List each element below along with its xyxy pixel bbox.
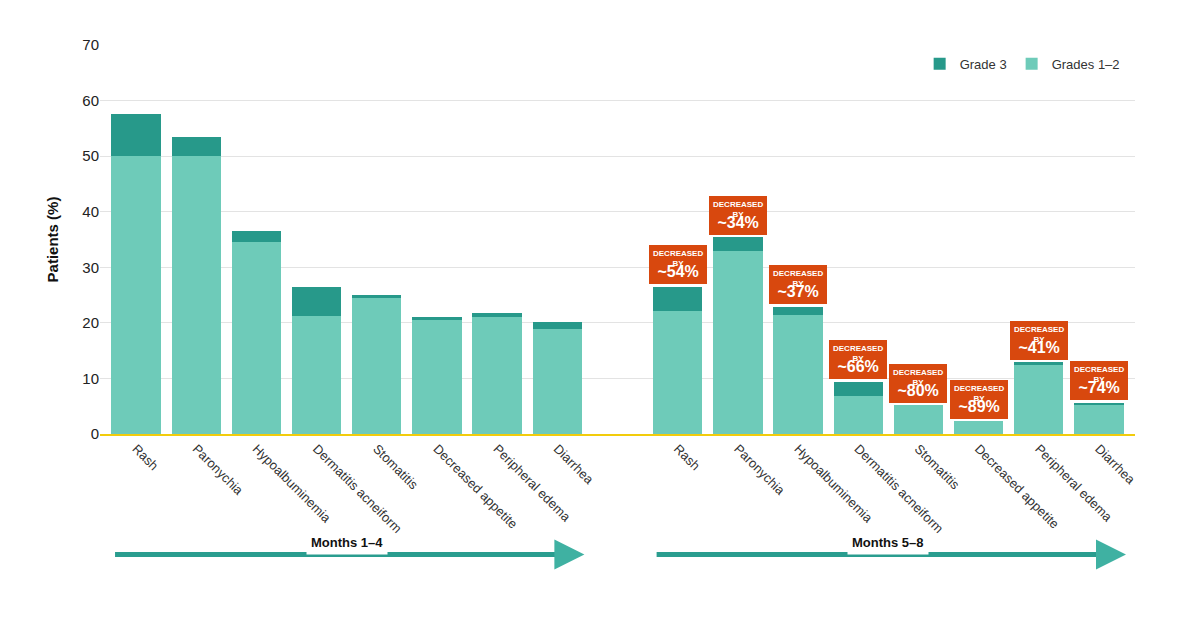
svg-text:60: 60: [82, 92, 99, 109]
svg-text:Hypoalbuminemia: Hypoalbuminemia: [250, 441, 335, 526]
svg-text:DECREASEDBY~34%: DECREASEDBY~34%: [713, 200, 763, 231]
svg-text:Hypoalbuminemia: Hypoalbuminemia: [791, 441, 876, 526]
svg-text:DECREASEDBY~74%: DECREASEDBY~74%: [1074, 365, 1124, 396]
svg-text:Dermatitis acneiform: Dermatitis acneiform: [851, 441, 946, 536]
svg-text:Grade 3: Grade 3: [960, 57, 1007, 72]
svg-text:DECREASEDBY~80%: DECREASEDBY~80%: [893, 368, 943, 399]
svg-text:Rash: Rash: [129, 441, 161, 473]
svg-text:40: 40: [82, 203, 99, 220]
svg-text:70: 70: [82, 36, 99, 53]
svg-text:Peripheral edema: Peripheral edema: [1032, 441, 1116, 525]
svg-text:30: 30: [82, 259, 99, 276]
svg-text:0: 0: [91, 425, 99, 442]
svg-text:Months 1–4: Months 1–4: [311, 535, 383, 550]
svg-text:Stomatitis: Stomatitis: [370, 441, 421, 492]
svg-text:Decreased appetite: Decreased appetite: [430, 441, 520, 531]
svg-text:DECREASEDBY~66%: DECREASEDBY~66%: [833, 344, 883, 375]
svg-text:Rash: Rash: [671, 441, 703, 473]
svg-text:Stomatitis: Stomatitis: [912, 441, 963, 492]
svg-text:Decreased appetite: Decreased appetite: [972, 441, 1062, 531]
svg-text:50: 50: [82, 147, 99, 164]
svg-text:Months 5–8: Months 5–8: [852, 535, 924, 550]
svg-text:Peripheral edema: Peripheral edema: [490, 441, 574, 525]
svg-text:Patients (%): Patients (%): [44, 197, 61, 283]
svg-text:Diarrhea: Diarrhea: [551, 441, 597, 487]
svg-text:DECREASEDBY~54%: DECREASEDBY~54%: [653, 249, 703, 280]
svg-text:Diarrhea: Diarrhea: [1092, 441, 1138, 487]
svg-text:Grades 1–2: Grades 1–2: [1052, 57, 1120, 72]
svg-text:10: 10: [82, 370, 99, 387]
svg-text:Paronychia: Paronychia: [190, 441, 247, 498]
svg-text:DECREASEDBY~41%: DECREASEDBY~41%: [1014, 325, 1064, 356]
svg-text:DECREASEDBY~89%: DECREASEDBY~89%: [954, 384, 1004, 415]
svg-text:DECREASEDBY~37%: DECREASEDBY~37%: [773, 269, 823, 300]
svg-text:Dermatitis acneiform: Dermatitis acneiform: [310, 441, 405, 536]
svg-text:Paronychia: Paronychia: [731, 441, 788, 498]
svg-text:20: 20: [82, 314, 99, 331]
